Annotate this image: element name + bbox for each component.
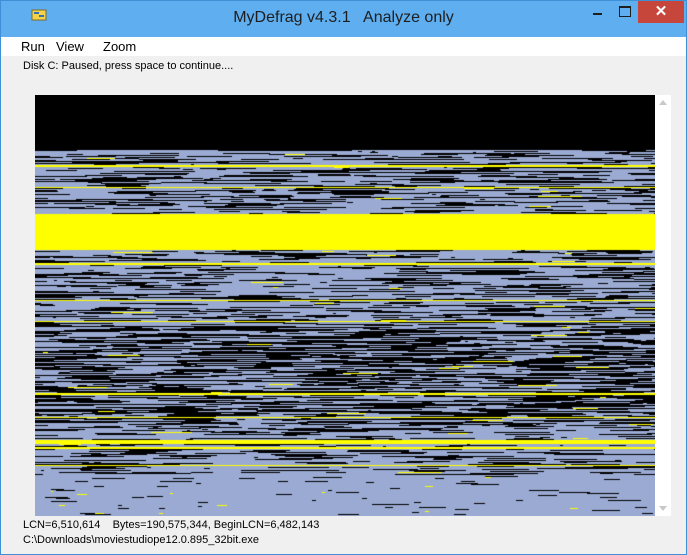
maximize-button[interactable] xyxy=(611,1,638,23)
close-icon: ✕ xyxy=(654,3,668,20)
minimize-icon xyxy=(593,13,602,15)
scroll-down-icon[interactable] xyxy=(659,506,667,511)
scroll-up-icon[interactable] xyxy=(659,100,667,105)
file-path-text: C:\Downloads\moviestudiope12.0.895_32bit… xyxy=(23,534,260,546)
disk-cluster-map[interactable] xyxy=(35,95,655,516)
window-title: MyDefrag v4.3.1 Analyze only xyxy=(233,9,454,26)
defrag-app-icon xyxy=(31,9,47,21)
vertical-scrollbar[interactable] xyxy=(655,95,671,516)
minimize-button[interactable] xyxy=(584,1,611,23)
disk-status-text: Disk C: Paused, press space to continue.… xyxy=(23,60,234,72)
menu-zoom[interactable]: Zoom xyxy=(103,39,137,54)
maximize-icon xyxy=(619,6,631,17)
lcn-info-text: LCN=6,510,614 Bytes=190,575,344, BeginLC… xyxy=(23,519,320,531)
menu-bar: Run View Zoom xyxy=(1,37,686,56)
disk-map-panel xyxy=(35,95,671,516)
close-button[interactable]: ✕ xyxy=(638,1,684,23)
menu-view[interactable]: View xyxy=(56,39,84,54)
title-bar[interactable]: MyDefrag v4.3.1 Analyze only ✕ xyxy=(1,1,686,37)
menu-run[interactable]: Run xyxy=(21,39,45,54)
